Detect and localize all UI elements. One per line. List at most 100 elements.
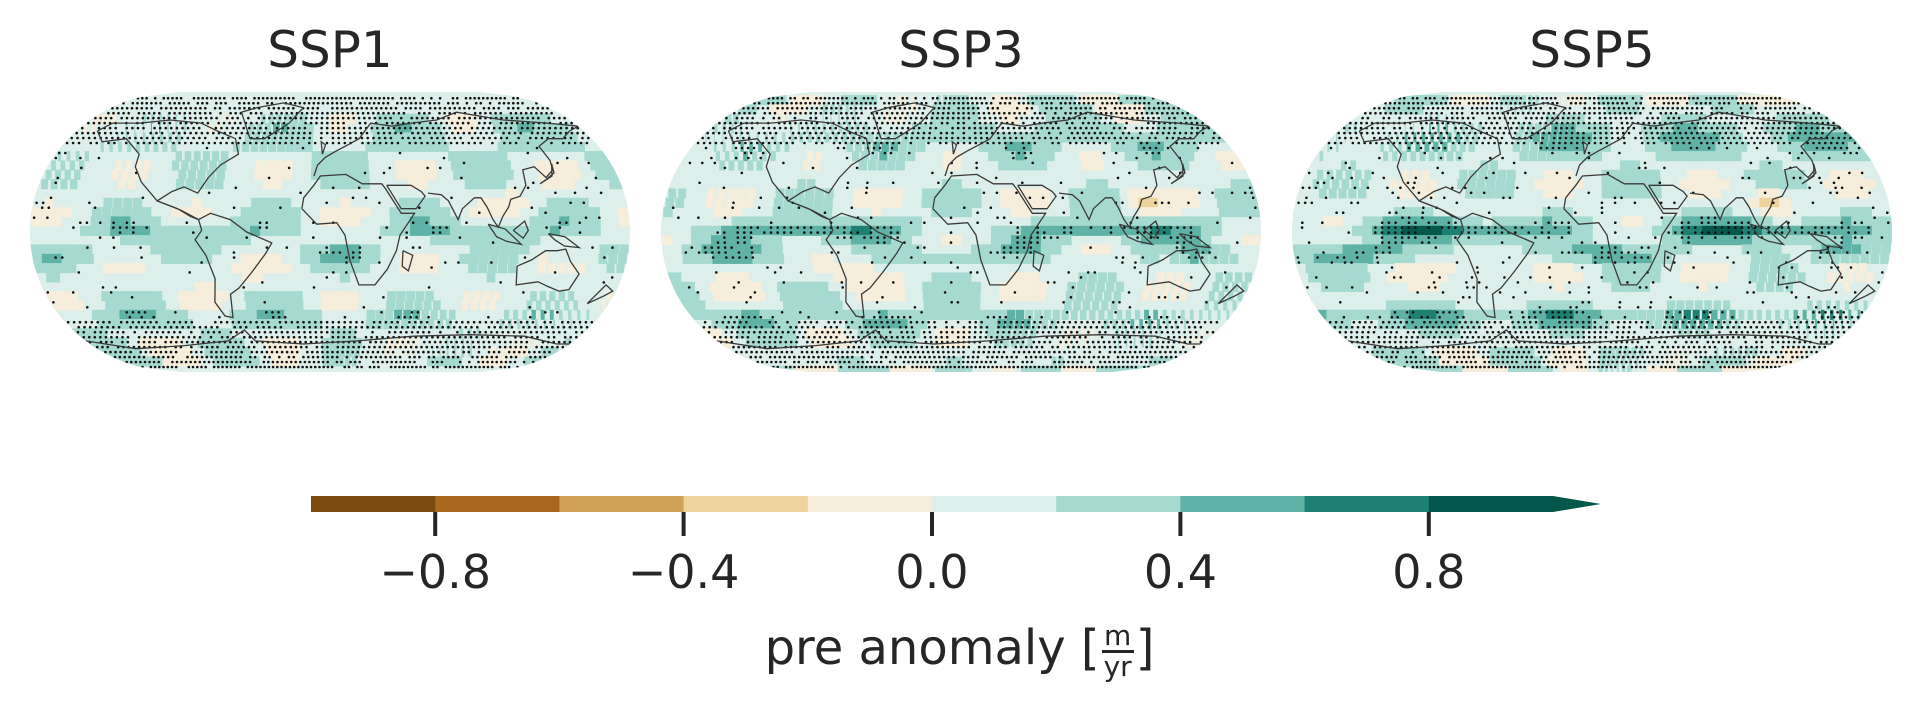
anomaly-cell bbox=[1353, 253, 1366, 264]
anomaly-cell bbox=[1648, 169, 1661, 180]
anomaly-cell bbox=[209, 328, 224, 339]
anomaly-cell bbox=[1175, 188, 1189, 199]
anomaly-cell bbox=[738, 281, 753, 292]
anomaly-cell bbox=[1862, 235, 1873, 246]
anomaly-cell bbox=[1142, 291, 1149, 302]
anomaly-cell bbox=[311, 309, 322, 320]
anomaly-cell bbox=[500, 169, 514, 180]
anomaly-cell bbox=[586, 309, 590, 320]
anomaly-cell bbox=[1566, 365, 1578, 372]
anomaly-cell bbox=[1358, 188, 1367, 199]
anomaly-cell bbox=[1700, 263, 1711, 274]
anomaly-cell bbox=[208, 300, 221, 311]
anomaly-cell bbox=[199, 160, 208, 171]
anomaly-cell bbox=[419, 253, 430, 264]
anomaly-cell bbox=[1702, 356, 1710, 367]
anomaly-cell bbox=[1003, 104, 1016, 115]
anomaly-cell bbox=[1021, 235, 1032, 246]
anomaly-cell bbox=[1241, 281, 1248, 292]
anomaly-cell bbox=[559, 225, 571, 236]
anomaly-cell bbox=[1403, 347, 1426, 358]
anomaly-cell bbox=[1080, 309, 1087, 320]
anomaly-cell bbox=[1574, 328, 1585, 339]
anomaly-cell bbox=[941, 179, 952, 190]
anomaly-cell bbox=[1187, 197, 1200, 208]
anomaly-cell bbox=[1462, 235, 1473, 246]
anomaly-cell bbox=[1005, 141, 1017, 152]
anomaly-cell bbox=[1217, 309, 1221, 320]
anomaly-cell bbox=[1775, 309, 1780, 320]
anomaly-cell bbox=[722, 141, 726, 152]
anomaly-cell bbox=[1601, 263, 1613, 274]
anomaly-cell bbox=[1631, 188, 1642, 199]
anomaly-cell bbox=[1200, 244, 1211, 255]
anomaly-cell bbox=[127, 141, 132, 152]
anomaly-cell bbox=[838, 113, 840, 124]
anomaly-cell bbox=[1000, 244, 1012, 255]
anomaly-cell bbox=[1034, 309, 1043, 320]
anomaly-cell bbox=[43, 263, 57, 274]
anomaly-cell bbox=[260, 216, 271, 227]
anomaly-cell bbox=[423, 300, 432, 311]
anomaly-cell bbox=[399, 216, 411, 227]
anomaly-cell bbox=[1089, 309, 1096, 320]
anomaly-cell bbox=[1029, 132, 1042, 143]
anomaly-cell bbox=[891, 244, 903, 255]
anomaly-cell bbox=[1141, 235, 1152, 246]
anomaly-cell bbox=[286, 356, 299, 367]
anomaly-cell bbox=[127, 179, 136, 190]
unit-numerator: m bbox=[1101, 621, 1134, 653]
anomaly-cell bbox=[1164, 281, 1172, 292]
anomaly-cell bbox=[1791, 151, 1807, 162]
anomaly-cell bbox=[558, 309, 563, 320]
anomaly-cell bbox=[1010, 197, 1022, 208]
anomaly-cell bbox=[814, 123, 817, 134]
anomaly-cell bbox=[230, 235, 241, 246]
anomaly-cell bbox=[1871, 225, 1883, 236]
anomaly-cell bbox=[1702, 132, 1717, 143]
anomaly-cell bbox=[1081, 160, 1095, 171]
anomaly-cell bbox=[1751, 225, 1763, 236]
map-ssp1 bbox=[30, 92, 630, 372]
anomaly-cell bbox=[1629, 169, 1641, 180]
anomaly-cell bbox=[1018, 291, 1028, 302]
anomaly-cell bbox=[1336, 169, 1343, 180]
anomaly-cell bbox=[761, 244, 773, 255]
anomaly-cell bbox=[1023, 319, 1031, 330]
anomaly-cell bbox=[1046, 132, 1059, 143]
anomaly-cell bbox=[1027, 337, 1033, 348]
anomaly-cell bbox=[1479, 95, 1490, 106]
anomaly-cell bbox=[1724, 141, 1738, 152]
anomaly-cell bbox=[616, 263, 625, 274]
anomaly-cell bbox=[1547, 319, 1559, 330]
anomaly-cell bbox=[1372, 225, 1383, 236]
colorbar-label-prefix: pre anomaly [ bbox=[764, 620, 1100, 676]
anomaly-cell bbox=[40, 244, 53, 255]
anomaly-cell bbox=[392, 319, 400, 330]
anomaly-cell bbox=[936, 123, 945, 134]
anomaly-cell bbox=[106, 337, 127, 348]
anomaly-cell bbox=[1694, 132, 1708, 143]
anomaly-cell bbox=[1526, 123, 1534, 134]
anomaly-cell bbox=[1112, 319, 1117, 330]
anomaly-cell bbox=[1507, 95, 1515, 106]
anomaly-cell bbox=[1780, 253, 1791, 264]
anomaly-cell bbox=[1412, 235, 1424, 246]
anomaly-cell bbox=[461, 300, 469, 311]
anomaly-cell bbox=[1021, 328, 1028, 339]
anomaly-cell bbox=[1854, 300, 1859, 311]
anomaly-cell bbox=[805, 95, 823, 106]
anomaly-cell bbox=[978, 141, 989, 152]
anomaly-cell bbox=[1031, 225, 1042, 236]
anomaly-cell bbox=[150, 225, 161, 236]
anomaly-cell bbox=[737, 160, 744, 171]
anomaly-cell bbox=[1345, 123, 1349, 134]
anomaly-cell bbox=[1098, 197, 1111, 208]
anomaly-cell bbox=[1838, 263, 1848, 274]
anomaly-cell bbox=[463, 291, 472, 302]
anomaly-cell bbox=[1755, 179, 1769, 190]
anomaly-cell bbox=[1020, 253, 1031, 264]
anomaly-cell bbox=[771, 225, 782, 236]
anomaly-cell bbox=[721, 235, 733, 246]
anomaly-cell bbox=[1666, 300, 1676, 311]
